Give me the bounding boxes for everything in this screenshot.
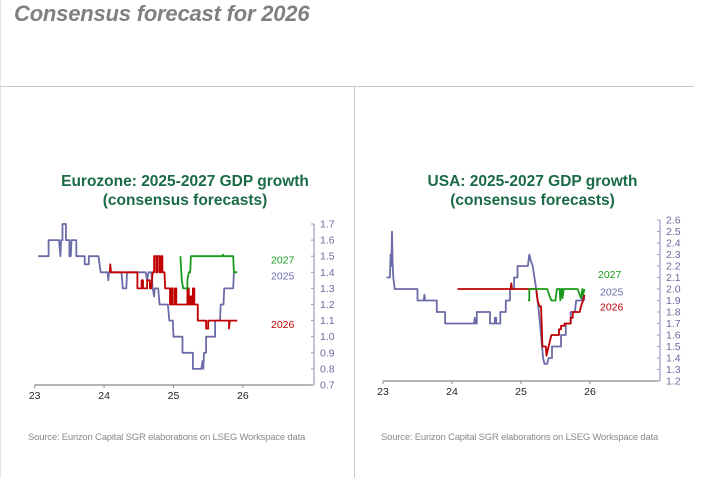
eurozone-subtitle-line: (consensus forecasts) <box>102 192 268 209</box>
usa-chart-title: USA: 2025-2027 GDP growth (consensus for… <box>370 172 695 210</box>
usa-y-tick-label: 2.1 <box>666 272 681 284</box>
eurozone-series-2027-label: 2027 <box>271 254 295 266</box>
eurozone-source-note: Source: Eurizon Capital SGR elaborations… <box>28 432 306 443</box>
eurozone-y-tick-label: 1.0 <box>320 331 335 343</box>
usa-x-tick-label: 24 <box>446 386 458 398</box>
usa-y-tick-label: 2.6 <box>666 215 681 227</box>
eurozone-y-tick-label: 0.9 <box>320 347 335 359</box>
eurozone-y-tick-label: 1.7 <box>320 219 335 231</box>
usa-series-2025-line <box>386 230 586 365</box>
usa-y-tick-label: 2.4 <box>666 238 681 250</box>
usa-series-2027-label: 2027 <box>598 269 622 281</box>
eurozone-series-2026-label: 2026 <box>271 319 295 331</box>
usa-y-tick-label: 1.3 <box>666 364 681 376</box>
eurozone-x-tick-label: 24 <box>98 390 110 402</box>
panel-divider <box>354 86 355 478</box>
eurozone-series-2025-line <box>38 223 236 370</box>
eurozone-series-2027-line <box>179 253 238 290</box>
usa-y-tick-label: 1.5 <box>666 341 681 353</box>
usa-x-tick-label: 26 <box>584 386 596 398</box>
eurozone-x-tick-label: 26 <box>237 390 249 402</box>
left-edge <box>0 0 1 478</box>
eurozone-series-2025-label: 2025 <box>271 271 295 283</box>
eurozone-x-tick-label: 23 <box>29 390 41 402</box>
eurozone-chart-title: Eurozone: 2025-2027 GDP growth (consensu… <box>20 172 350 210</box>
usa-y-tick-label: 1.6 <box>666 330 681 342</box>
usa-title-line: USA: 2025-2027 GDP growth <box>427 173 638 190</box>
usa-x-tick-label: 25 <box>515 386 527 398</box>
eurozone-y-tick-label: 0.7 <box>320 380 335 392</box>
usa-subtitle-line: (consensus forecasts) <box>450 192 615 209</box>
eurozone-y-tick-label: 1.1 <box>320 315 335 327</box>
usa-y-tick-label: 2.5 <box>666 226 681 238</box>
usa-series-2026-line <box>457 282 586 357</box>
usa-y-tick-label: 1.8 <box>666 307 681 319</box>
page-title: Consensus forecast for 2026 <box>14 1 310 26</box>
usa-x-tick-label: 23 <box>377 386 389 398</box>
usa-y-tick-label: 2.3 <box>666 249 681 261</box>
eurozone-series-2026-line <box>108 255 238 330</box>
eurozone-y-tick-label: 1.2 <box>320 299 335 311</box>
usa-y-tick-label: 2.0 <box>666 284 681 296</box>
header-divider <box>0 86 694 87</box>
eurozone-y-tick-label: 0.8 <box>320 363 335 375</box>
usa-y-tick-label: 2.2 <box>666 261 681 273</box>
eurozone-y-tick-label: 1.3 <box>320 283 335 295</box>
usa-series-2027-line <box>527 288 586 302</box>
usa-series-2025-label: 2025 <box>600 286 624 298</box>
usa-source-note: Source: Eurizon Capital SGR elaborations… <box>381 432 659 443</box>
usa-y-tick-label: 1.7 <box>666 318 681 330</box>
usa-y-tick-label: 1.2 <box>666 376 681 388</box>
eurozone-title-line: Eurozone: 2025-2027 GDP growth <box>61 173 309 190</box>
usa-series-2026-label: 2026 <box>600 301 624 313</box>
eurozone-y-tick-label: 1.6 <box>320 235 335 247</box>
usa-y-tick-label: 1.9 <box>666 295 681 307</box>
eurozone-x-tick-label: 25 <box>168 390 180 402</box>
usa-y-tick-label: 1.4 <box>666 353 681 365</box>
eurozone-y-tick-label: 1.5 <box>320 251 335 263</box>
eurozone-y-tick-label: 1.4 <box>320 267 335 279</box>
